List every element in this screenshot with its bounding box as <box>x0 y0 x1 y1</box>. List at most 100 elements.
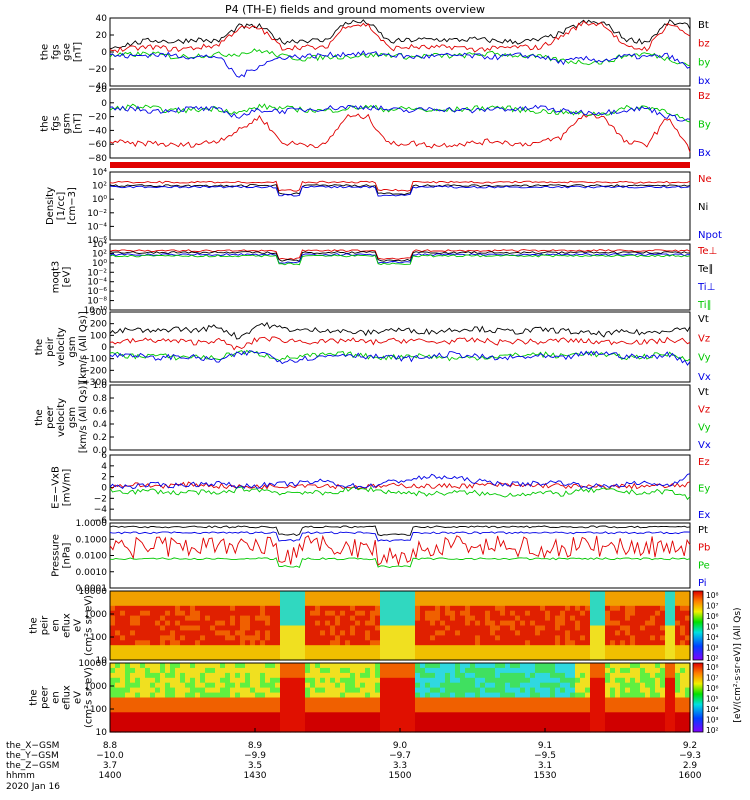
spectrogram-cell <box>525 650 531 656</box>
spectrogram-cell <box>535 645 541 651</box>
spectrogram-cell <box>165 692 171 699</box>
spectrogram-cell <box>445 615 451 622</box>
spectrogram-cell <box>245 717 251 723</box>
spectrogram-cell <box>170 610 176 617</box>
spectrogram-cell <box>255 655 261 661</box>
spectrogram-cell <box>550 600 556 607</box>
spectrogram-cell <box>220 650 226 656</box>
spectrogram-cell <box>270 645 276 651</box>
spectrogram-cell <box>650 692 656 699</box>
spectrogram-cell <box>605 610 611 617</box>
spectrogram-cell <box>235 722 241 728</box>
spectrogram-cell <box>475 672 481 679</box>
spectrogram-cell <box>295 620 301 627</box>
spectrogram-cell <box>250 591 256 597</box>
spectrogram-cell <box>530 650 536 656</box>
spectrogram-cell <box>415 645 421 651</box>
spectrogram-cell <box>285 635 291 641</box>
spectrogram-cell <box>435 667 441 674</box>
series-line-efield-Ex <box>109 473 691 490</box>
spectrogram-cell <box>510 610 516 617</box>
spectrogram-cell <box>425 600 431 607</box>
spectrogram-cell <box>620 722 626 728</box>
colorbar-tick-label: 10⁵ <box>706 695 719 704</box>
spectrogram-cell <box>365 663 371 669</box>
spectrogram-cell <box>645 672 651 679</box>
spectrogram-cell <box>585 663 591 669</box>
spectrogram-cell <box>520 667 526 674</box>
spectrogram-cell <box>180 650 186 656</box>
spectrogram-cell <box>360 591 366 597</box>
spectrogram-cell <box>535 600 541 607</box>
spectrogram-cell <box>550 663 556 669</box>
spectrogram-cell <box>290 682 296 689</box>
y-axis-label: eflux <box>62 685 73 710</box>
spectrogram-cell <box>240 702 246 708</box>
spectrogram-cell <box>140 605 146 612</box>
spectrogram-cell <box>300 655 306 661</box>
spectrogram-cell <box>335 682 341 689</box>
spectrogram-cell <box>325 702 331 708</box>
spectrogram-cell <box>450 640 456 646</box>
spectrogram-cell <box>570 707 576 713</box>
legend-entry: bz <box>698 39 710 50</box>
spectrogram-cell <box>610 722 616 728</box>
spectrogram-cell <box>170 722 176 728</box>
spectrogram-cell <box>380 605 386 612</box>
spectrogram-cell <box>340 625 346 631</box>
spectrogram-cell <box>565 682 571 689</box>
spectrogram-cell <box>415 605 421 612</box>
spectrogram-cell <box>145 717 151 723</box>
spectrogram-cell <box>605 620 611 627</box>
spectrogram-cell <box>360 727 366 733</box>
spectrogram-cell <box>540 605 546 612</box>
spectrogram-cell <box>395 702 401 708</box>
y-tick-label: −6 <box>94 516 108 526</box>
spectrogram-cell <box>285 655 291 661</box>
spectrogram-cell <box>170 620 176 627</box>
spectrogram-cell <box>285 645 291 651</box>
spectrogram-cell <box>660 635 666 641</box>
spectrogram-cell <box>680 707 686 713</box>
spectrogram-cell <box>185 625 191 631</box>
spectrogram-cell <box>210 677 216 684</box>
spectrogram-cell <box>170 615 176 622</box>
spectrogram-cell <box>460 650 466 656</box>
spectrogram-cell <box>425 712 431 718</box>
spectrogram-cell <box>405 712 411 718</box>
x-tick-label: 8.9 <box>248 741 263 751</box>
spectrogram-cell <box>195 600 201 607</box>
spectrogram-cell <box>590 697 596 703</box>
spectrogram-cell <box>250 663 256 669</box>
spectrogram-cell <box>430 615 436 622</box>
spectrogram-cell <box>275 697 281 703</box>
spectrogram-cell <box>485 600 491 607</box>
spectrogram-cell <box>630 667 636 674</box>
spectrogram-cell <box>525 605 531 612</box>
y-tick-label: 10⁰ <box>92 259 107 269</box>
spectrogram-cell <box>615 625 621 631</box>
spectrogram-cell <box>460 663 466 669</box>
spectrogram-cell <box>430 610 436 617</box>
spectrogram-cell <box>195 727 201 733</box>
spectrogram-cell <box>650 635 656 641</box>
spectrogram-cell <box>510 667 516 674</box>
spectrogram-cell <box>335 727 341 733</box>
spectrogram-cell <box>675 635 681 641</box>
spectrogram-cell <box>515 672 521 679</box>
spectrogram-cell <box>125 630 131 636</box>
spectrogram-cell <box>650 620 656 627</box>
spectrogram-cell <box>590 655 596 661</box>
spectrogram-cell <box>460 625 466 631</box>
spectrogram-cell <box>210 640 216 646</box>
spectrogram-cell <box>670 591 676 597</box>
spectrogram-cell <box>600 672 606 679</box>
y-axis-label: the <box>34 339 45 355</box>
spectrogram-cell <box>460 717 466 723</box>
spectrogram-cell <box>665 645 671 651</box>
spectrogram-cell <box>635 605 641 612</box>
spectrogram-cell <box>620 687 626 694</box>
spectrogram-cell <box>305 600 311 607</box>
spectrogram-cell <box>190 727 196 733</box>
spectrogram-cell <box>190 677 196 684</box>
